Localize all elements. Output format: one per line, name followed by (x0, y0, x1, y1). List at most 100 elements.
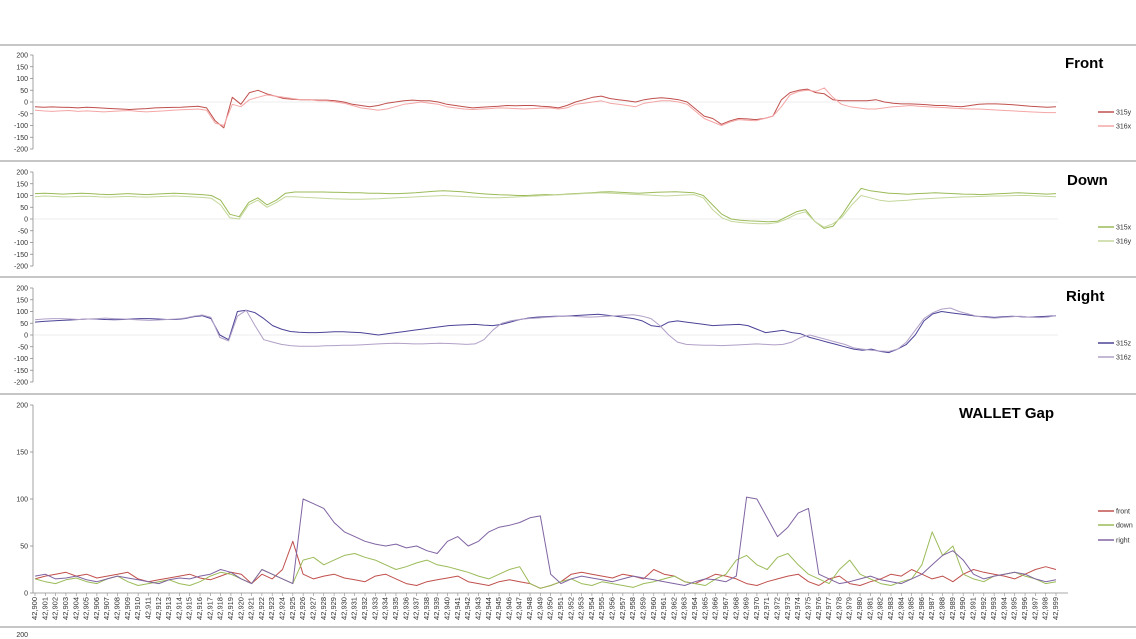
y-tick-label: -100 (14, 356, 28, 363)
x-tick-label: 42,922 (257, 597, 266, 620)
x-tick-label: 42,993 (989, 597, 998, 620)
x-tick-label: 42,973 (783, 597, 792, 620)
x-tick-label: 42,994 (999, 597, 1008, 620)
x-tick-label: 42,914 (174, 597, 183, 620)
x-tick-label: 42,981 (865, 597, 874, 620)
y-tick-label: 0 (24, 333, 28, 340)
x-tick-label: 42,991 (968, 597, 977, 620)
y-tick-label: 200 (16, 170, 28, 177)
x-tick-label: 42,905 (82, 597, 91, 620)
x-tick-label: 42,999 (1051, 597, 1060, 620)
x-tick-label: 42,996 (1020, 597, 1029, 620)
x-tick-label: 42,927 (308, 597, 317, 620)
legend-label-315x: 315x (1116, 225, 1132, 232)
x-tick-label: 42,971 (762, 597, 771, 620)
x-tick-label: 42,990 (958, 597, 967, 620)
x-tick-label: 42,942 (463, 597, 472, 620)
x-tick-label: 42,945 (494, 597, 503, 620)
x-tick-label: 42,950 (546, 597, 555, 620)
y-tick-label: 150 (16, 181, 28, 188)
x-tick-label: 42,998 (1041, 597, 1050, 620)
x-tick-label: 42,960 (649, 597, 658, 620)
x-tick-label: 42,919 (226, 597, 235, 620)
x-tick-label: 42,921 (247, 597, 256, 620)
legend-label-right: right (1116, 538, 1130, 545)
x-tick-label: 42,985 (907, 597, 916, 620)
x-tick-label: 42,961 (659, 597, 668, 620)
legend-label-down: down (1116, 523, 1133, 530)
x-tick-label: 42,917 (205, 597, 214, 620)
x-tick-label: 42,948 (525, 597, 534, 620)
y-tick-label: -50 (18, 111, 28, 118)
x-tick-label: 42,995 (1010, 597, 1019, 620)
y-tick-label: 50 (20, 544, 28, 551)
x-tick-label: 42,967 (721, 597, 730, 620)
x-tick-label: 42,915 (185, 597, 194, 620)
y-tick-label-partial: 200 (16, 632, 28, 639)
x-tick-label: 42,951 (556, 597, 565, 620)
x-tick-label: 42,955 (597, 597, 606, 620)
x-tick-label: 42,992 (979, 597, 988, 620)
x-tick-label: 42,916 (195, 597, 204, 620)
y-tick-label: -150 (14, 252, 28, 259)
x-tick-label: 42,912 (154, 597, 163, 620)
y-tick-label: 100 (16, 193, 28, 200)
x-tick-label: 42,902 (51, 597, 60, 620)
x-tick-label: 42,956 (608, 597, 617, 620)
x-tick-label: 42,952 (566, 597, 575, 620)
x-tick-label: 42,936 (401, 597, 410, 620)
y-tick-label: 100 (16, 309, 28, 316)
x-tick-label: 42,957 (618, 597, 627, 620)
y-tick-label: -100 (14, 123, 28, 130)
x-tick-label: 42,983 (886, 597, 895, 620)
y-tick-label: 200 (16, 403, 28, 410)
x-tick-label: 42,913 (164, 597, 173, 620)
series-line-right (34, 496, 1057, 586)
x-tick-label: 42,925 (288, 597, 297, 620)
series-line-315x (34, 187, 1057, 229)
x-tick-label: 42,980 (855, 597, 864, 620)
x-tick-label: 42,938 (422, 597, 431, 620)
x-tick-label: 42,901 (40, 597, 49, 620)
y-tick-label: 0 (24, 100, 28, 107)
x-tick-label: 42,926 (298, 597, 307, 620)
y-tick-label: -200 (14, 264, 28, 271)
y-tick-label: 0 (24, 591, 28, 598)
x-tick-label: 42,974 (793, 597, 802, 620)
x-tick-label: 42,934 (381, 597, 390, 620)
x-tick-label: 42,958 (628, 597, 637, 620)
x-tick-label: 42,976 (814, 597, 823, 620)
x-tick-label: 42,988 (938, 597, 947, 620)
x-tick-label: 42,969 (742, 597, 751, 620)
y-tick-label: -150 (14, 135, 28, 142)
legend-label-front: front (1116, 509, 1130, 516)
x-tick-label: 42,935 (391, 597, 400, 620)
y-tick-label: 200 (16, 53, 28, 60)
x-tick-label: 42,923 (267, 597, 276, 620)
series-line-315z (34, 309, 1057, 354)
x-tick-label: 42,975 (803, 597, 812, 620)
x-tick-label: 42,968 (731, 597, 740, 620)
x-tick-label: 42,943 (473, 597, 482, 620)
x-tick-label: 42,920 (236, 597, 245, 620)
y-tick-label: 50 (20, 321, 28, 328)
x-tick-label: 42,966 (711, 597, 720, 620)
y-tick-label: 100 (16, 76, 28, 83)
legend-label-316z: 316z (1116, 355, 1132, 362)
y-tick-label: -200 (14, 380, 28, 387)
x-tick-label: 42,965 (700, 597, 709, 620)
y-tick-label: 150 (16, 64, 28, 71)
x-tick-label: 42,959 (638, 597, 647, 620)
x-tick-label: 42,963 (680, 597, 689, 620)
chart-title: Down (1067, 172, 1108, 189)
x-tick-label: 42,911 (143, 597, 152, 619)
x-tick-label: 42,962 (669, 597, 678, 620)
y-tick-label: -50 (18, 228, 28, 235)
chart-title: Right (1066, 288, 1104, 305)
x-tick-label: 42,978 (834, 597, 843, 620)
x-tick-label: 42,928 (319, 597, 328, 620)
x-tick-label: 42,941 (453, 597, 462, 620)
y-tick-label: 200 (16, 286, 28, 293)
series-line-316y (34, 192, 1057, 228)
